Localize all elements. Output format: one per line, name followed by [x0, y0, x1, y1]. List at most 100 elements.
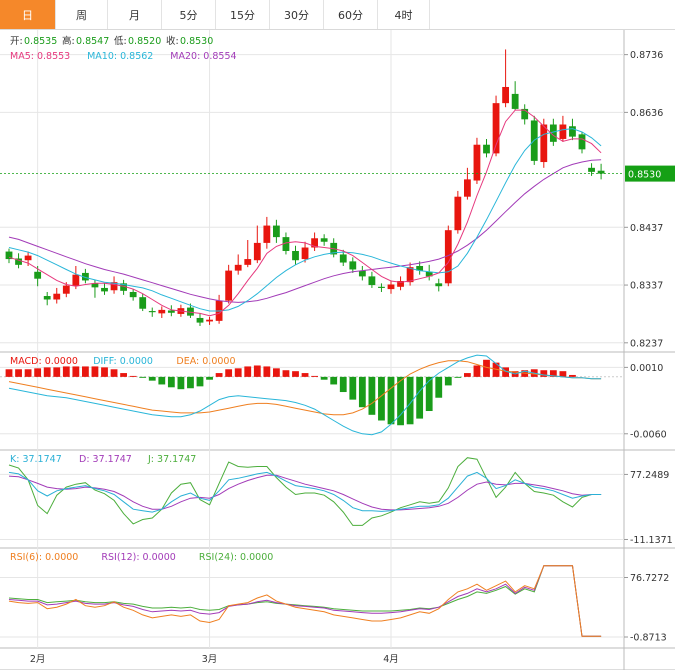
tab-1[interactable]: 周 — [56, 0, 108, 29]
candle-body — [234, 264, 242, 271]
candle-body — [597, 170, 605, 174]
diff-line — [8, 354, 602, 436]
candle-body — [225, 270, 233, 301]
ma10-line — [8, 128, 602, 312]
macd-bar — [397, 376, 404, 426]
ohlc-legend-label: 高: — [62, 35, 75, 47]
macd-bar — [339, 376, 347, 393]
macd-bar — [15, 369, 22, 377]
macd-bar — [273, 368, 280, 377]
candle-body — [273, 225, 280, 238]
kdj-tick-label: -11.1371 — [630, 535, 673, 546]
macd-bar — [406, 376, 414, 425]
macd-bar — [53, 367, 61, 377]
dea-line — [8, 360, 602, 416]
macd-bar — [225, 369, 233, 377]
macd-tick-label: -0.0060 — [630, 429, 667, 440]
macd-bar — [24, 369, 32, 377]
macd-tick-label: 0.0010 — [630, 363, 663, 374]
rsi-legend-item: RSI(24): 0.0000 — [199, 552, 273, 563]
candle-body — [588, 167, 595, 172]
last-price-label: 0.8530 — [628, 170, 661, 181]
rsi-legend-item: RSI(12): 0.0000 — [101, 552, 175, 563]
macd-bar — [378, 376, 385, 421]
macd-bar — [292, 371, 299, 377]
macd-bar — [559, 371, 567, 377]
macd-bar — [464, 373, 471, 377]
candle-body — [473, 144, 481, 181]
candle-body — [311, 238, 318, 248]
candle-body — [253, 242, 261, 261]
tab-4[interactable]: 15分 — [216, 0, 270, 29]
candle-body — [521, 108, 529, 120]
rsi-legend-item: RSI(6): 0.0000 — [10, 552, 78, 563]
candle-body — [540, 124, 548, 163]
macd-bar — [435, 376, 443, 398]
kdj-legend-item: J: 37.1747 — [147, 454, 196, 465]
candle-body — [444, 230, 452, 284]
macd-legend-item: DIFF: 0.0000 — [93, 356, 153, 367]
macd-bar — [82, 366, 89, 377]
macd-bar — [320, 376, 328, 380]
candle-body — [34, 271, 42, 279]
macd-bar — [483, 359, 490, 377]
candle-body — [406, 267, 414, 283]
ohlc-legend-label: 收: — [166, 35, 179, 47]
macd-bar — [129, 375, 137, 377]
last-price-box — [625, 165, 675, 182]
macd-legend-item: DEA: 0.0000 — [176, 356, 235, 367]
candle-body — [5, 251, 13, 260]
tab-3[interactable]: 5分 — [162, 0, 216, 29]
macd-bar — [120, 373, 127, 377]
ohlc-legend-value: 0.8535 — [24, 36, 57, 47]
period-tabs: 日周月 5分 15分 30分 60分 4时 — [0, 0, 675, 30]
macd-bar — [549, 370, 557, 377]
ma-legend-item: MA20: 0.8554 — [170, 51, 236, 62]
kline-chart: 2月 3月 4月 0.8736 0.8636 0.8437 0.8337 0.8237 0.00… — [0, 30, 675, 670]
price-tick-label: 0.8636 — [630, 108, 663, 119]
rsi24-line — [8, 565, 602, 637]
ohlc-legend-value: 0.8547 — [76, 36, 109, 47]
candle-body — [492, 103, 500, 154]
macd-bar — [158, 376, 166, 385]
candle-body — [349, 261, 357, 270]
candle-body — [206, 319, 213, 322]
macd-bar — [215, 373, 223, 377]
macd-bar — [282, 370, 290, 377]
kdj-j-line — [8, 457, 602, 526]
candle-body — [416, 265, 424, 271]
kdj-legend-item: D: 37.1747 — [79, 454, 132, 465]
tab-5[interactable]: 30分 — [270, 0, 324, 29]
candle-body — [91, 283, 99, 288]
macd-bar — [311, 375, 318, 377]
macd-bar — [34, 368, 42, 377]
macd-bar — [425, 376, 433, 412]
macd-bar — [110, 369, 118, 377]
macd-bar — [72, 366, 80, 377]
candle-body — [425, 271, 433, 277]
tab-7[interactable]: 4时 — [378, 0, 430, 29]
macd-bar — [416, 376, 424, 419]
candle-body — [129, 291, 137, 298]
candle-body — [101, 287, 108, 292]
macd-bar — [234, 368, 242, 377]
rsi6-line — [8, 565, 602, 637]
macd-bar — [206, 376, 213, 380]
candle-body — [139, 297, 147, 309]
macd-bar — [349, 376, 357, 400]
macd-bar — [5, 369, 13, 377]
tab-2[interactable]: 月 — [108, 0, 162, 29]
candle-body — [53, 293, 61, 300]
macd-bar — [167, 376, 175, 388]
macd-bar — [148, 376, 156, 381]
candle-body — [358, 270, 366, 277]
candle-body — [502, 86, 509, 104]
tab-0[interactable]: 日 — [0, 0, 56, 29]
ohlc-legend-label: 开: — [10, 36, 23, 47]
tab-6[interactable]: 60分 — [324, 0, 378, 29]
candle-body — [120, 283, 127, 291]
macd-bar — [187, 376, 194, 389]
kdj-legend-item: K: 37.1747 — [10, 454, 62, 465]
candle-body — [454, 196, 462, 231]
candle-body — [282, 237, 290, 251]
